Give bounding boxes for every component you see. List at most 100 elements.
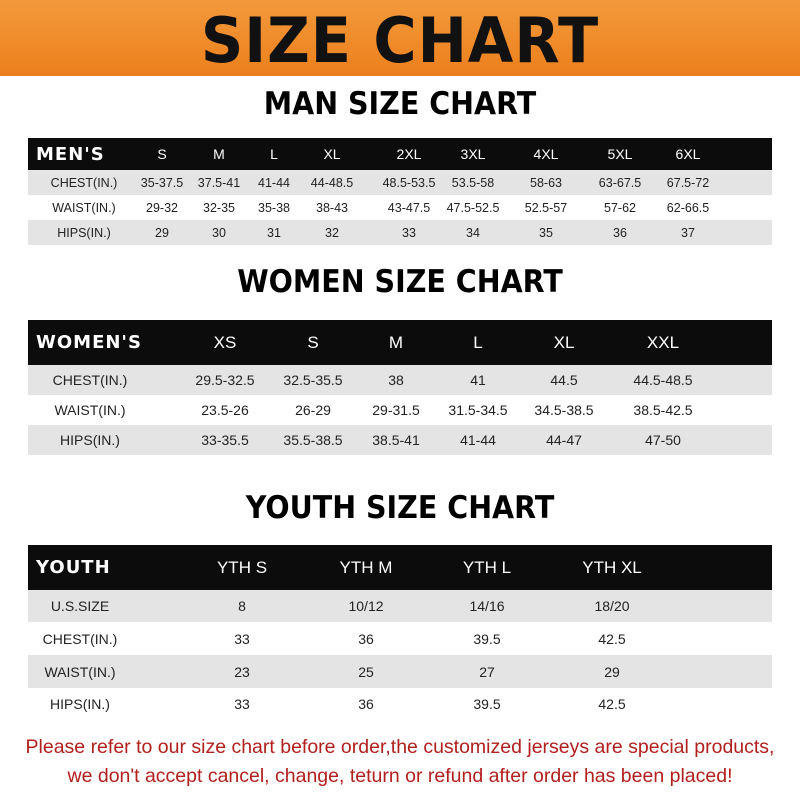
size-header-cell: M [213,146,225,162]
measurement-value: 35.5-38.5 [283,432,343,448]
table-label-header: MEN'S [36,143,105,165]
measurement-value: 38 [388,372,404,388]
measurement-label: HIPS(IN.) [57,225,111,240]
youth-section-title: YOUTH SIZE CHART [245,490,555,526]
measurement-value: 38.5-41 [372,432,420,448]
table-row: U.S.SIZE 8 10/12 14/16 18/20 [28,590,772,622]
banner-title: SIZE CHART [200,4,600,77]
measurement-value: 36 [613,225,627,240]
size-header-cell: YTH XL [582,557,642,577]
measurement-value: 35-37.5 [140,175,184,190]
measurement-value: 36 [358,630,374,647]
measurement-value: 29 [604,663,620,680]
size-header-cell: 4XL [533,146,559,162]
measurement-value: 53.5-58 [451,175,495,190]
measurement-value: 10/12 [348,598,384,614]
measurement-value: 44-47 [546,432,582,448]
size-header-cell: L [473,332,483,352]
measurement-value: 48.5-53.5 [382,175,436,190]
measurement-value: 47-50 [645,432,681,448]
measurement-value: 31 [267,225,281,240]
size-header-cell: XL [553,332,575,352]
measurement-value: 23.5-26 [201,402,249,418]
size-header-cell: L [270,146,278,162]
measurement-value: 63-67.5 [598,175,642,190]
measurement-value: 43-47.5 [387,200,431,215]
measurement-value: 62-66.5 [666,200,710,215]
measurement-label: HIPS(IN.) [50,695,110,712]
size-header-cell: S [157,146,167,162]
measurement-value: 33 [402,225,416,240]
table-row: CHEST(IN.) 29.5-32.5 32.5-35.5 38 41 44.5 44.5… [28,365,772,395]
measurement-value: 29 [155,225,169,240]
measurement-value: 32 [325,225,339,240]
measurement-value: 67.5-72 [666,175,710,190]
measurement-value: 39.5 [473,695,501,712]
measurement-value: 27 [479,663,495,680]
size-header-cell: 2XL [396,146,422,162]
size-header-cell: 3XL [460,146,486,162]
measurement-value: 34 [466,225,480,240]
table-label-header: WOMEN'S [36,332,142,353]
table-header-row: YOUTH YTH S YTH M YTH L YTH XL [28,545,772,590]
table-row: HIPS(IN.) 33 36 39.5 42.5 [28,688,772,719]
measurement-value: 25 [358,663,374,680]
measurement-value: 42.5 [598,630,626,647]
measurement-value: 38-43 [316,200,348,215]
measurement-value: 37.5-41 [197,175,241,190]
measurement-value: 47.5-52.5 [446,200,500,215]
measurement-value: 14/16 [469,598,505,614]
size-header-cell: XL [323,146,341,162]
measurement-label: WAIST(IN.) [54,402,126,418]
measurement-value: 41-44 [460,432,496,448]
table-row: WAIST(IN.) 23.5-26 26-29 29-31.5 31.5-34.5 34… [28,395,772,425]
measurement-label: WAIST(IN.) [52,200,116,215]
measurement-value: 29.5-32.5 [195,372,255,388]
measurement-value: 34.5-38.5 [534,402,594,418]
measurement-value: 38.5-42.5 [633,402,693,418]
men-section-title: MAN SIZE CHART [263,86,537,122]
size-header-cell: 5XL [607,146,633,162]
measurement-label: CHEST(IN.) [42,630,118,647]
measurement-label: U.S.SIZE [50,598,110,614]
measurement-value: 29-31.5 [372,402,420,418]
measurement-value: 33 [234,630,250,647]
measurement-value: 8 [238,598,246,614]
size-header-cell: M [388,332,404,352]
table-label-header: YOUTH [36,557,111,578]
size-header-cell: XS [213,332,237,352]
size-header-cell: YTH L [462,557,512,577]
measurement-value: 41-44 [258,175,290,190]
measurement-value: 23 [234,663,250,680]
table-row: CHEST(IN.) 35-37.5 37.5-41 41-44 44-48.5 48.5… [28,170,772,195]
measurement-value: 35-38 [258,200,290,215]
measurement-value: 37 [681,225,695,240]
table-row: WAIST(IN.) 23 25 27 29 [28,655,772,688]
measurement-value: 57-62 [604,200,636,215]
measurement-value: 32-35 [203,200,235,215]
measurement-value: 58-63 [530,175,562,190]
table-row: HIPS(IN.) 29 30 31 32 33 34 35 36 37 [28,220,772,245]
measurement-value: 44-48.5 [310,175,354,190]
measurement-label: CHEST(IN.) [50,175,118,190]
measurement-value: 44.5 [550,372,578,388]
measurement-value: 29-32 [146,200,178,215]
measurement-label: HIPS(IN.) [60,432,120,448]
table-row: WAIST(IN.) 29-32 32-35 35-38 38-43 43-47.5 47.… [28,195,772,220]
notice-line-1: Please refer to our size chart before or… [25,736,775,758]
size-header-cell: S [307,332,319,352]
table-header-row: WOMEN'S XS S M L XL XXL [28,320,772,365]
women-section-title: WOMEN SIZE CHART [237,264,563,300]
measurement-value: 41 [470,372,486,388]
measurement-value: 33-35.5 [201,432,249,448]
measurement-value: 26-29 [295,402,331,418]
notice-line-2: we don't accept cancel, change, teturn o… [67,765,733,787]
measurement-label: WAIST(IN.) [44,663,116,680]
table-row: CHEST(IN.) 33 36 39.5 42.5 [28,622,772,655]
measurement-value: 31.5-34.5 [448,402,508,418]
measurement-value: 52.5-57 [524,200,568,215]
measurement-value: 30 [212,225,226,240]
measurement-value: 39.5 [473,630,501,647]
size-header-cell: YTH S [216,557,268,577]
measurement-value: 44.5-48.5 [633,372,693,388]
